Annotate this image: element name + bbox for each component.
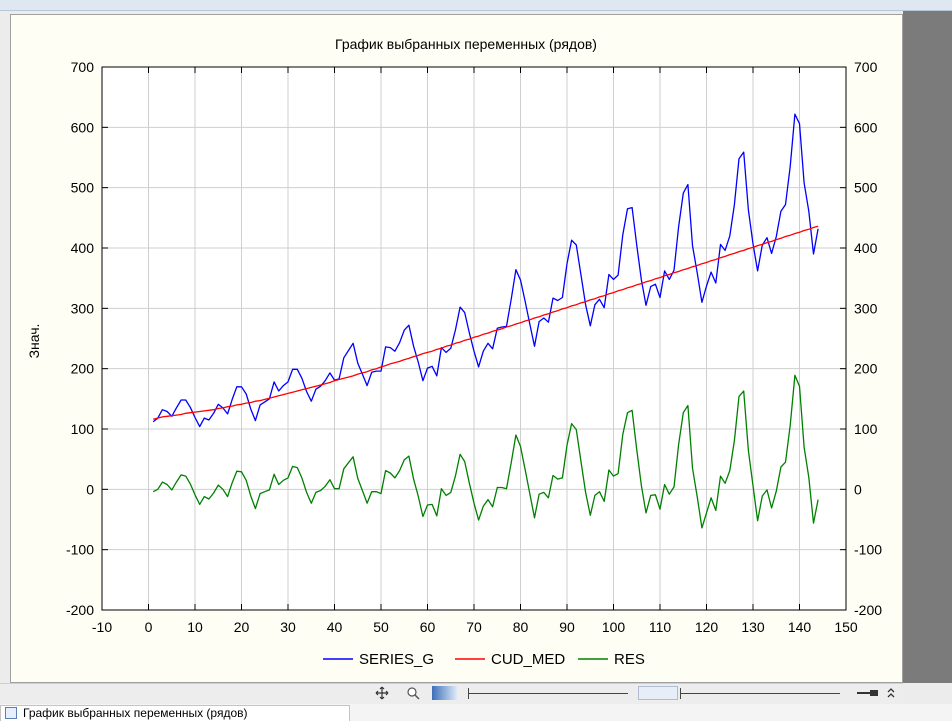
series-line-series-g — [152, 113, 819, 428]
y-tick-label-right: -200 — [854, 602, 882, 618]
graph-window-icon — [5, 707, 17, 719]
workspace-background — [903, 11, 952, 683]
title-strip — [0, 0, 952, 11]
y-tick-label-right: 100 — [854, 421, 878, 437]
x-tick-label: 110 — [649, 619, 672, 635]
y-tick-label-right: 300 — [854, 300, 878, 316]
y-tick-label-left: 200 — [71, 361, 95, 377]
status-bar: График выбранных переменных (рядов) — [0, 704, 952, 721]
legend-label-res: RES — [614, 651, 645, 668]
x-tick-label: 0 — [145, 619, 153, 635]
move-icon[interactable] — [374, 686, 390, 700]
y-tick-label-right: 500 — [854, 180, 878, 196]
zoom-icon[interactable] — [406, 686, 420, 700]
x-tick-label: 40 — [327, 619, 343, 635]
x-tick-label: 100 — [602, 619, 626, 635]
y-tick-label-right: 400 — [854, 240, 878, 256]
color-gradient-icon[interactable] — [432, 686, 458, 700]
graph-toolbar — [0, 683, 903, 704]
series-line-cud-med — [153, 225, 819, 420]
x-tick-label: 80 — [513, 619, 529, 635]
x-tick-label: 140 — [788, 619, 812, 635]
x-tick-label: 30 — [280, 619, 296, 635]
y-tick-label-left: -200 — [66, 602, 94, 618]
x-tick-label: 90 — [559, 619, 575, 635]
x-tick-label: 150 — [834, 619, 858, 635]
chart-window: График выбранных переменных (рядов) Знач… — [10, 14, 903, 683]
legend: SERIES_G CUD_MED RES — [323, 651, 645, 668]
x-tick-label: 20 — [234, 619, 250, 635]
x-tick-label: 70 — [466, 619, 482, 635]
legend-label-series-g: SERIES_G — [359, 651, 434, 668]
x-tick-label: 130 — [741, 619, 765, 635]
y-tick-label-right: 600 — [854, 119, 878, 135]
y-tick-label-right: 700 — [854, 59, 878, 75]
y-tick-label-left: -100 — [66, 542, 94, 558]
y-tick-label-left: 0 — [86, 481, 94, 497]
y-tick-label-left: 300 — [71, 300, 95, 316]
slider-left-track[interactable] — [468, 693, 628, 694]
chart-title: График выбранных переменных (рядов) — [335, 36, 597, 52]
y-tick-label-left: 700 — [71, 59, 95, 75]
x-tick-label: 10 — [187, 619, 203, 635]
x-tick-label: 60 — [420, 619, 436, 635]
y-tick-label-right: -100 — [854, 542, 882, 558]
y-tick-label-right: 0 — [854, 481, 862, 497]
y-tick-label-left: 400 — [71, 240, 95, 256]
tab-graph-window[interactable]: График выбранных переменных (рядов) — [0, 705, 350, 721]
tab-label: График выбранных переменных (рядов) — [23, 706, 248, 720]
y-axis-label: Знач. — [26, 324, 42, 359]
axes: -10 0 10 20 30 40 50 60 70 80 90 100 110 120 130 140 150… — [66, 59, 882, 635]
x-tick-label: 120 — [695, 619, 719, 635]
series-lines — [152, 113, 819, 529]
line-chart: График выбранных переменных (рядов) Знач… — [26, 36, 882, 668]
y-tick-label-right: 200 — [854, 361, 878, 377]
collapse-icon[interactable] — [886, 686, 896, 700]
y-tick-label-left: 600 — [71, 119, 95, 135]
slider-thumb[interactable] — [638, 686, 678, 700]
slider-right-track[interactable] — [680, 693, 840, 694]
x-tick-label: -10 — [92, 619, 112, 635]
pin-icon[interactable] — [856, 686, 882, 700]
y-tick-label-left: 100 — [71, 421, 95, 437]
series-line-res — [152, 374, 819, 529]
x-tick-label: 50 — [373, 619, 389, 635]
grid — [102, 67, 846, 610]
legend-label-cud-med: CUD_MED — [491, 651, 565, 668]
y-tick-label-left: 500 — [71, 180, 95, 196]
